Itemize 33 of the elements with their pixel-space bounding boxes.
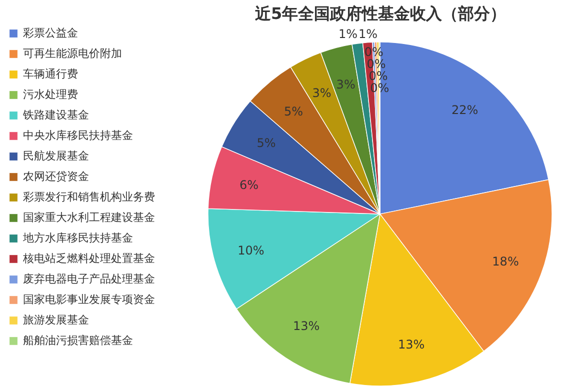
data-label: 0% bbox=[368, 69, 388, 84]
legend-label: 中央水库移民扶持基金 bbox=[23, 129, 133, 142]
data-label: 0% bbox=[370, 81, 390, 95]
legend-label: 彩票发行和销售机构业务费 bbox=[23, 190, 155, 204]
data-label: 22% bbox=[452, 103, 478, 118]
data-label: 0% bbox=[364, 45, 384, 60]
data-label: 3% bbox=[336, 77, 356, 92]
legend-label: 污水处理费 bbox=[23, 88, 78, 101]
data-label: 3% bbox=[312, 86, 332, 100]
data-label: 13% bbox=[398, 337, 425, 352]
data-label: 18% bbox=[492, 254, 519, 268]
data-label: 1% bbox=[358, 27, 378, 41]
legend-label: 旅游发展基金 bbox=[23, 314, 89, 326]
legend-label: 国家电影事业发展专项资金 bbox=[23, 293, 155, 306]
legend-label: 农网还贷资金 bbox=[23, 170, 89, 183]
legend-label: 地方水库移民扶持基金 bbox=[22, 232, 133, 244]
data-label: 1% bbox=[338, 27, 358, 41]
legend-label: 废弃电器电子产品处理基金 bbox=[23, 272, 155, 286]
data-label: 13% bbox=[293, 319, 320, 334]
legend-label: 民航发展基金 bbox=[23, 150, 89, 162]
legend-label: 可再生能源电价附加 bbox=[23, 47, 122, 60]
legend-label: 船舶油污损害赔偿基金 bbox=[23, 334, 133, 347]
data-label: 5% bbox=[284, 104, 304, 118]
data-label: 6% bbox=[239, 178, 259, 192]
legend-label: 国家重大水利工程建设基金 bbox=[23, 211, 155, 224]
chart-title: 近5年全国政府性基金收入（部分） bbox=[254, 4, 506, 23]
legend-label: 彩票公益金 bbox=[23, 26, 78, 40]
legend-label: 车辆通行费 bbox=[23, 68, 78, 80]
data-label: 0% bbox=[366, 57, 386, 72]
legend-label: 核电站乏燃料处理处置基金 bbox=[22, 252, 155, 265]
legend-label: 铁路建设基金 bbox=[22, 108, 89, 122]
data-label: 10% bbox=[238, 244, 264, 258]
data-label: 5% bbox=[256, 136, 276, 150]
